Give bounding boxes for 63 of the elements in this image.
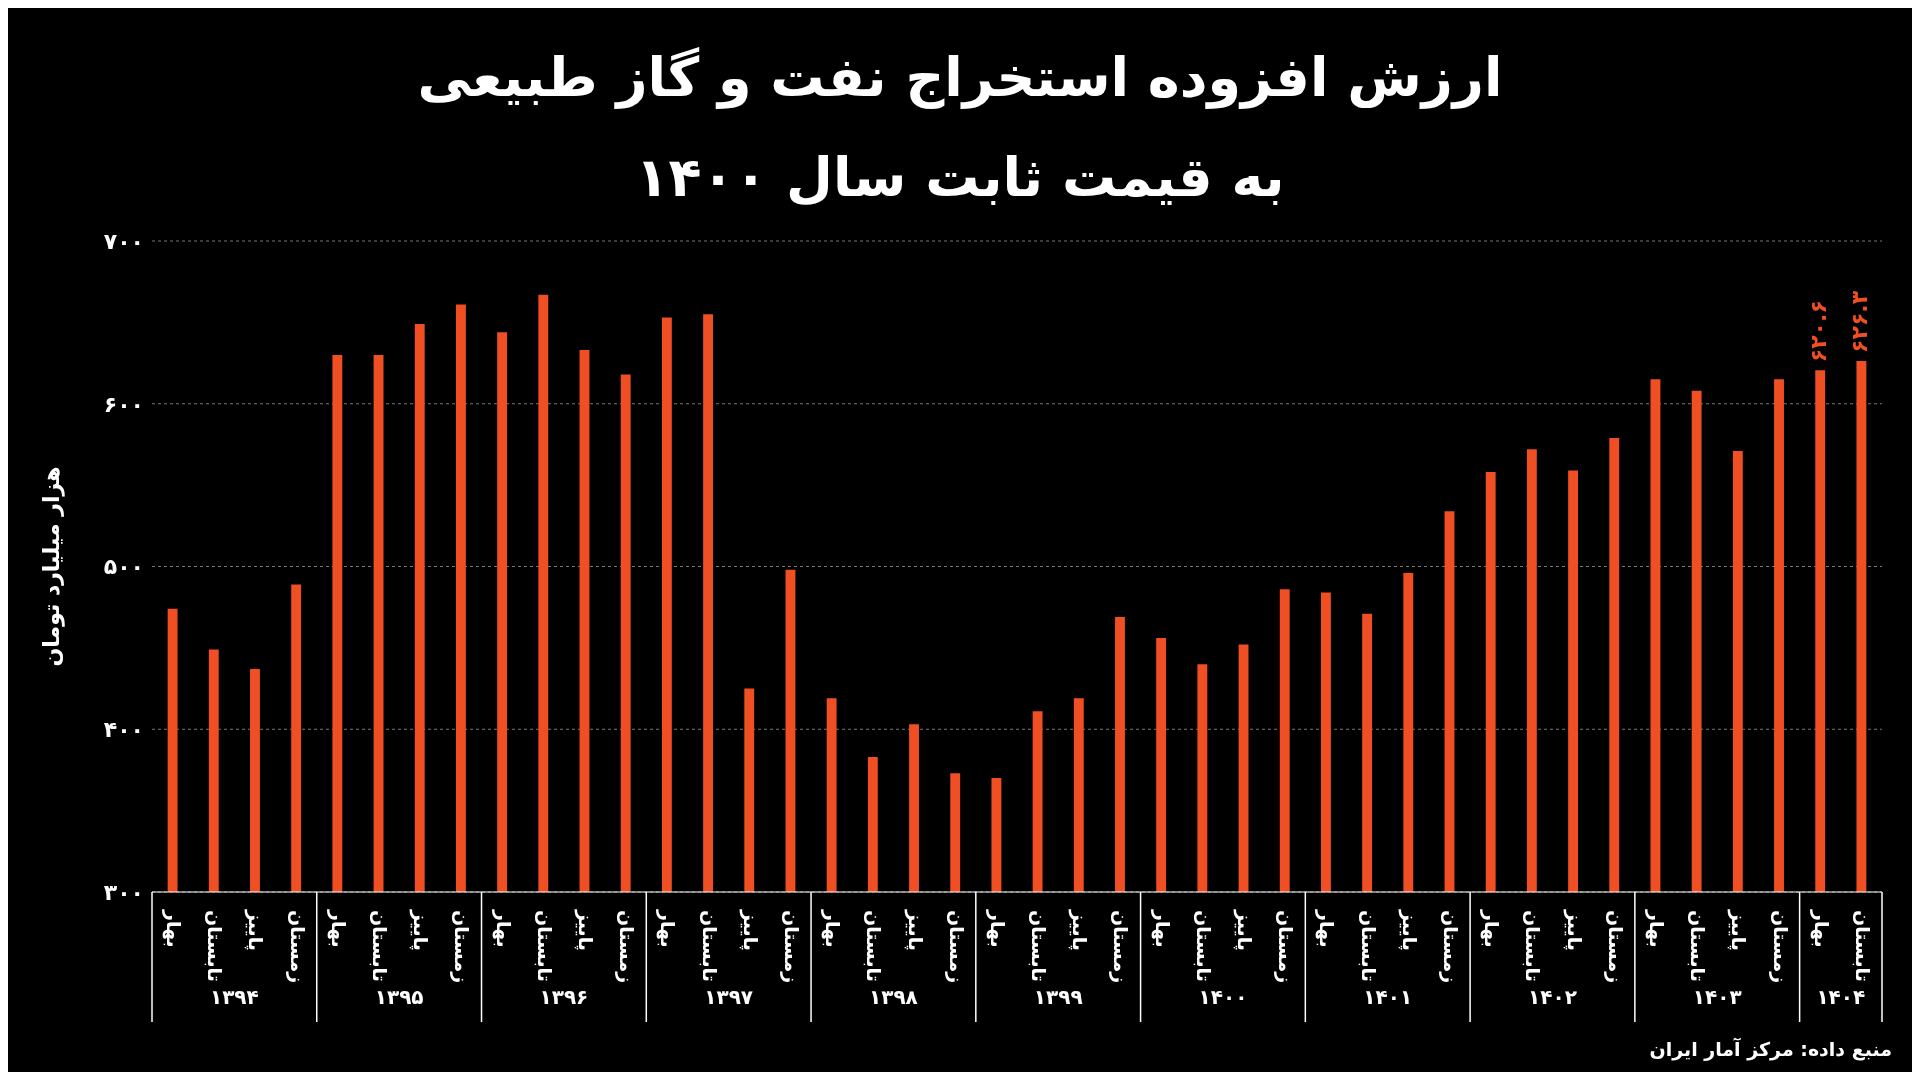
y-axis-title: هزار میلیارد تومان	[39, 466, 65, 667]
x-tick-label: تابستان	[1192, 910, 1215, 982]
text: ۱۴۰۳	[1692, 985, 1742, 1009]
x-tick-label: بهار	[162, 909, 186, 948]
x-tick-label: بهار	[821, 909, 845, 948]
x-tick-label: بهار	[1315, 909, 1339, 948]
x-tick-label: زمستان	[450, 910, 474, 984]
text: ۱۳۹۸	[869, 985, 918, 1009]
text: ۱۳۹۴	[209, 985, 259, 1009]
y-tick-label: ۴۰۰	[103, 717, 144, 743]
text: منبع داده: مرکز آمار ایران	[1649, 1038, 1892, 1060]
x-tick-label: زمستان	[615, 910, 639, 984]
x-tick-label: پاییز	[738, 909, 762, 951]
x-tick-label: پاییز	[1562, 909, 1586, 951]
x-tick-label: بهار	[1480, 909, 1504, 948]
x-tick-label: تابستان	[1522, 910, 1545, 982]
x-tick-label: بهار	[1809, 909, 1833, 948]
x-tick-label: زمستان	[779, 910, 803, 984]
x-tick-label: تابستان	[1357, 910, 1380, 982]
text: ۱۴۰۱	[1363, 985, 1413, 1009]
text: ۱۳۹۶	[539, 985, 589, 1009]
y-tick-label: ۷۰۰	[103, 228, 144, 254]
x-tick-label: زمستان	[1274, 910, 1298, 984]
text: ۱۳۹۵	[374, 985, 424, 1009]
x-tick-label: تابستان	[698, 910, 721, 982]
x-tick-label: پاییز	[409, 909, 433, 951]
x-tick-label: زمستان	[1768, 910, 1792, 984]
x-tick-label: تابستان	[1687, 910, 1710, 982]
x-tick-label: پاییز	[574, 909, 597, 951]
x-tick-label: بهار	[1150, 909, 1174, 948]
x-tick-label: بهار	[985, 909, 1009, 948]
x-tick-label: تابستان	[863, 910, 886, 982]
chart-title: ارزش افزوده استخراج نفت و گاز طبیعی به قیمت ثابت سال ۱۴۰۰	[416, 45, 1504, 211]
x-tick-label: پاییز	[903, 909, 927, 951]
x-tick-label: تابستان	[1851, 910, 1874, 982]
x-tick-label: بهار	[491, 909, 515, 948]
text: ۱۳۹۷	[704, 985, 754, 1009]
x-tick-label: زمستان	[1603, 910, 1627, 984]
x-tick-label: زمستان	[944, 910, 968, 984]
x-tick-label: زمستان	[1109, 910, 1133, 984]
text: ۱۳۹۹	[1033, 985, 1083, 1009]
x-tick-label: بهار	[326, 909, 350, 948]
x-tick-label: پاییز	[244, 909, 268, 951]
x-tick-label: بهار	[656, 909, 680, 948]
x-tick-label: بهار	[1644, 909, 1668, 948]
x-tick-label: تابستان	[369, 910, 392, 982]
x-tick-label: تابستان	[533, 910, 556, 982]
x-tick-label: پاییز	[1233, 909, 1257, 951]
x-tick-label: پاییز	[1068, 909, 1092, 951]
text: ۱۴۰۲	[1528, 985, 1577, 1009]
data-label: ۶۲۰.۶	[1806, 300, 1832, 363]
x-tick-label: پاییز	[1397, 909, 1421, 951]
text: ۱۴۰۰	[1198, 985, 1248, 1009]
data-label: ۶۲۶.۳	[1847, 290, 1873, 353]
x-tick-label: تابستان	[204, 910, 227, 982]
y-tick-label: ۶۰۰	[103, 391, 144, 417]
x-tick-label: زمستان	[285, 910, 309, 984]
x-tick-label: پاییز	[1727, 909, 1751, 951]
y-tick-label: ۵۰۰	[103, 554, 144, 580]
text: ۱۴۰۴	[1816, 985, 1866, 1009]
x-tick-label: زمستان	[1439, 910, 1462, 984]
y-tick-label: ۳۰۰	[103, 879, 144, 905]
x-tick-label: تابستان	[1028, 910, 1051, 982]
